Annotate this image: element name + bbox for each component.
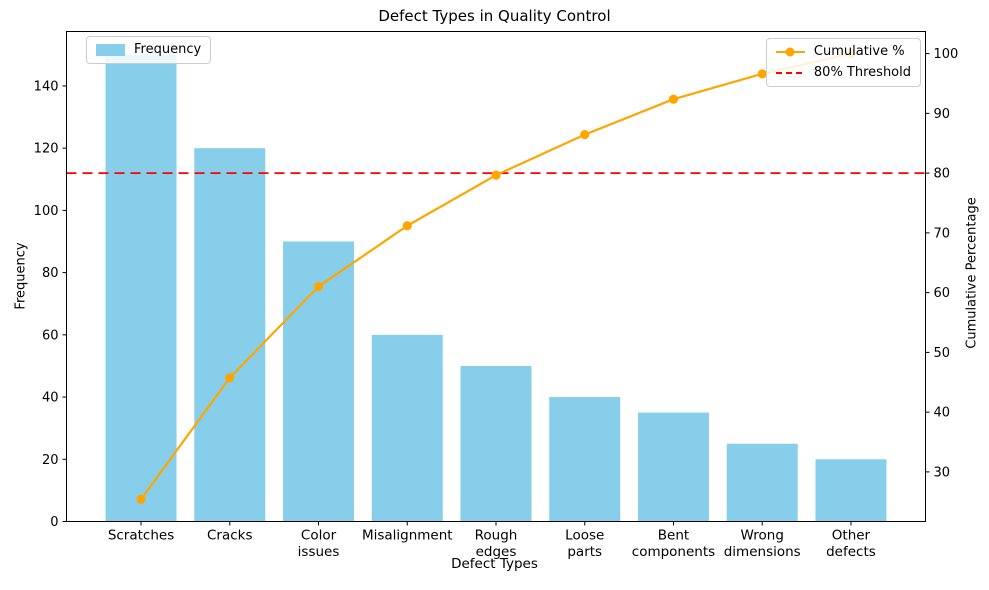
legend-label-frequency: Frequency xyxy=(134,42,202,57)
legend-item-threshold: 80% Threshold xyxy=(775,65,911,81)
legend-label-cumulative: Cumulative % xyxy=(813,44,905,59)
cumulative-point-7 xyxy=(757,69,767,79)
y-left-tick-label-20: 20 xyxy=(42,453,59,468)
x-tick-label-other-defects: Other defects xyxy=(826,528,876,561)
y-left-tick-label-80: 80 xyxy=(42,266,59,281)
y-left-tick-label-0: 0 xyxy=(50,515,58,530)
bar-loose-parts xyxy=(549,397,621,522)
y-right-tick-label-60: 60 xyxy=(934,286,951,301)
x-axis-label: Defect Types xyxy=(451,556,538,572)
y-right-tick-label-50: 50 xyxy=(934,346,951,361)
y-left-tick-label-140: 140 xyxy=(34,79,59,94)
cumulative-point-6 xyxy=(668,94,679,104)
x-tick-label-rough-edges: Rough edges xyxy=(475,528,518,561)
y-left-tick-label-60: 60 xyxy=(42,328,59,343)
bar-cracks xyxy=(194,148,266,522)
x-tick-label-bent-components: Bent components xyxy=(632,528,715,561)
y-left-tick-label-100: 100 xyxy=(34,204,59,219)
y-right-tick-label-90: 90 xyxy=(934,107,951,122)
y-left-tick-label-40: 40 xyxy=(42,391,59,406)
y-right-tick-label-30: 30 xyxy=(934,465,951,480)
x-tick-label-cracks: Cracks xyxy=(207,528,253,544)
cumulative-point-4 xyxy=(491,170,501,180)
legend-label-threshold: 80% Threshold xyxy=(813,65,911,80)
bar-misalignment xyxy=(371,334,443,522)
frequency-swatch-icon xyxy=(96,44,125,56)
y-left-tick-label-120: 120 xyxy=(34,142,59,157)
y-right-tick-label-100: 100 xyxy=(934,47,959,62)
x-tick-label-color-issues: Color issues xyxy=(298,528,340,561)
x-tick-label-loose-parts: Loose parts xyxy=(565,528,604,561)
y-axis-label-right: Cumulative Percentage xyxy=(964,197,980,349)
bar-rough-edges xyxy=(460,365,532,522)
bar-scratches xyxy=(105,54,177,522)
x-tick-label-wrong-dimensions: Wrong dimensions xyxy=(724,528,801,561)
y-right-tick-label-40: 40 xyxy=(934,406,951,421)
chart-title: Defect Types in Quality Control xyxy=(378,7,611,25)
legend-cumulative: Cumulative % 80% Threshold xyxy=(765,38,921,87)
y-axis-label-left: Frequency xyxy=(13,242,29,310)
threshold-dash-swatch-icon xyxy=(775,72,805,74)
y-right-tick-label-80: 80 xyxy=(934,167,951,182)
cumulative-point-3 xyxy=(402,221,412,231)
bar-bent-components xyxy=(637,412,709,522)
y-right-tick-label-70: 70 xyxy=(934,226,951,241)
bar-other-defects xyxy=(815,459,887,522)
cumulative-point-2 xyxy=(313,281,324,292)
x-tick-label-misalignment: Misalignment xyxy=(362,528,453,544)
cumulative-marker-icon xyxy=(785,47,795,57)
legend-item-cumulative: Cumulative % xyxy=(775,44,911,60)
x-tick-label-scratches: Scratches xyxy=(108,528,174,544)
cumulative-point-5 xyxy=(580,130,590,140)
bar-wrong-dimensions xyxy=(726,443,798,522)
cumulative-point-0 xyxy=(136,494,146,504)
cumulative-point-1 xyxy=(225,373,235,383)
legend-frequency: Frequency xyxy=(86,36,212,64)
legend-item-frequency: Frequency xyxy=(96,42,201,58)
cumulative-line-swatch-icon xyxy=(775,47,805,57)
